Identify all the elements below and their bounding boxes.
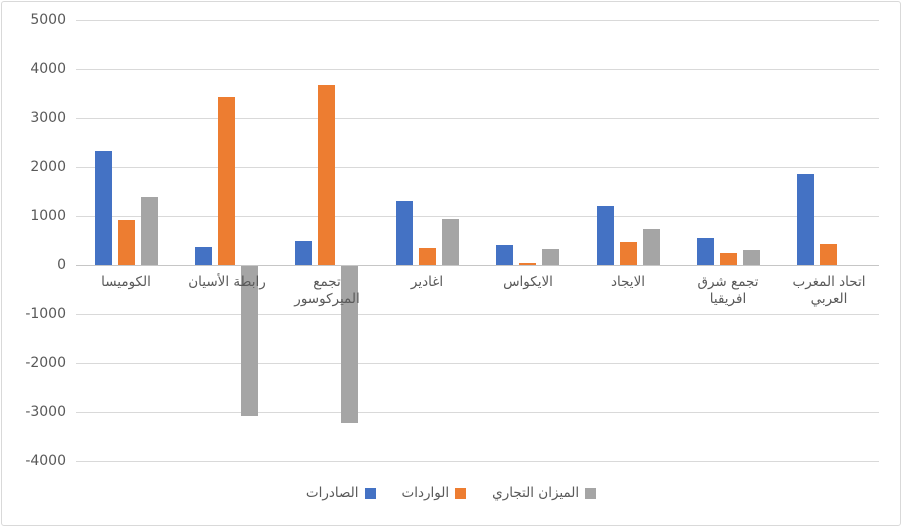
- x-axis-category-label: اغادير: [410, 274, 444, 290]
- legend-label: الصادرات: [305, 485, 359, 501]
- legend-item: الواردات: [402, 485, 467, 501]
- legend-swatch: [455, 487, 467, 499]
- bar: [442, 219, 459, 265]
- bar: [797, 174, 814, 265]
- bar: [542, 249, 559, 265]
- bar: [295, 241, 312, 265]
- bar: [318, 85, 335, 265]
- legend-swatch: [364, 487, 376, 499]
- x-axis-category-label: الكوميسا: [101, 274, 151, 290]
- legend-label: الميزان التجاري: [492, 485, 580, 501]
- gridline: [76, 118, 879, 119]
- y-axis-tick-label: -4000: [25, 453, 66, 469]
- x-axis-category-label: الايكواس: [503, 274, 553, 290]
- gridline: [76, 461, 879, 462]
- legend-swatch: [585, 487, 597, 499]
- bar: [118, 220, 135, 265]
- bar: [141, 197, 158, 265]
- bar: [241, 266, 258, 416]
- bar: [597, 206, 614, 265]
- y-axis-tick-label: -1000: [25, 306, 66, 322]
- bar: [496, 245, 513, 265]
- legend: الصادرات الواردات الميزان التجاري: [2, 485, 900, 501]
- y-axis-tick-label: 3000: [30, 110, 66, 126]
- y-axis-tick-label: -3000: [25, 404, 66, 420]
- x-axis-category-label: رابطة الأسيان: [188, 274, 266, 290]
- bar: [341, 266, 358, 423]
- x-axis-category-label: تجمع شرق افريقيا: [697, 274, 759, 307]
- gridline: [76, 20, 879, 21]
- legend-label: الواردات: [401, 485, 450, 501]
- bar: [195, 247, 212, 265]
- bar: [519, 263, 536, 265]
- y-axis-tick-label: 2000: [30, 159, 66, 175]
- bar: [419, 248, 436, 265]
- bar: [620, 242, 637, 265]
- gridline: [76, 167, 879, 168]
- legend-item: الصادرات: [306, 485, 376, 501]
- y-axis-tick-label: 1000: [30, 208, 66, 224]
- y-axis-tick-label: 0: [57, 257, 66, 273]
- bar: [396, 201, 413, 265]
- bar: [643, 229, 660, 265]
- bar: [697, 238, 714, 265]
- legend-item: الميزان التجاري: [492, 485, 597, 501]
- x-axis-category-label: اتحاد المغرب العربي: [792, 274, 866, 307]
- bar: [720, 253, 737, 265]
- bar: [743, 250, 760, 265]
- x-axis-line: [76, 265, 879, 266]
- x-axis-category-label: الايجاد: [610, 274, 646, 290]
- gridline: [76, 363, 879, 364]
- gridline: [76, 314, 879, 315]
- gridline: [76, 412, 879, 413]
- bar: [820, 244, 837, 265]
- gridline: [76, 216, 879, 217]
- y-axis-tick-label: 4000: [30, 61, 66, 77]
- bar: [218, 97, 235, 265]
- x-axis-category-label: تجمع الميركوسور: [294, 274, 360, 307]
- y-axis-tick-label: -2000: [25, 355, 66, 371]
- bar: [95, 151, 112, 265]
- y-axis-tick-label: 5000: [30, 12, 66, 28]
- gridline: [76, 69, 879, 70]
